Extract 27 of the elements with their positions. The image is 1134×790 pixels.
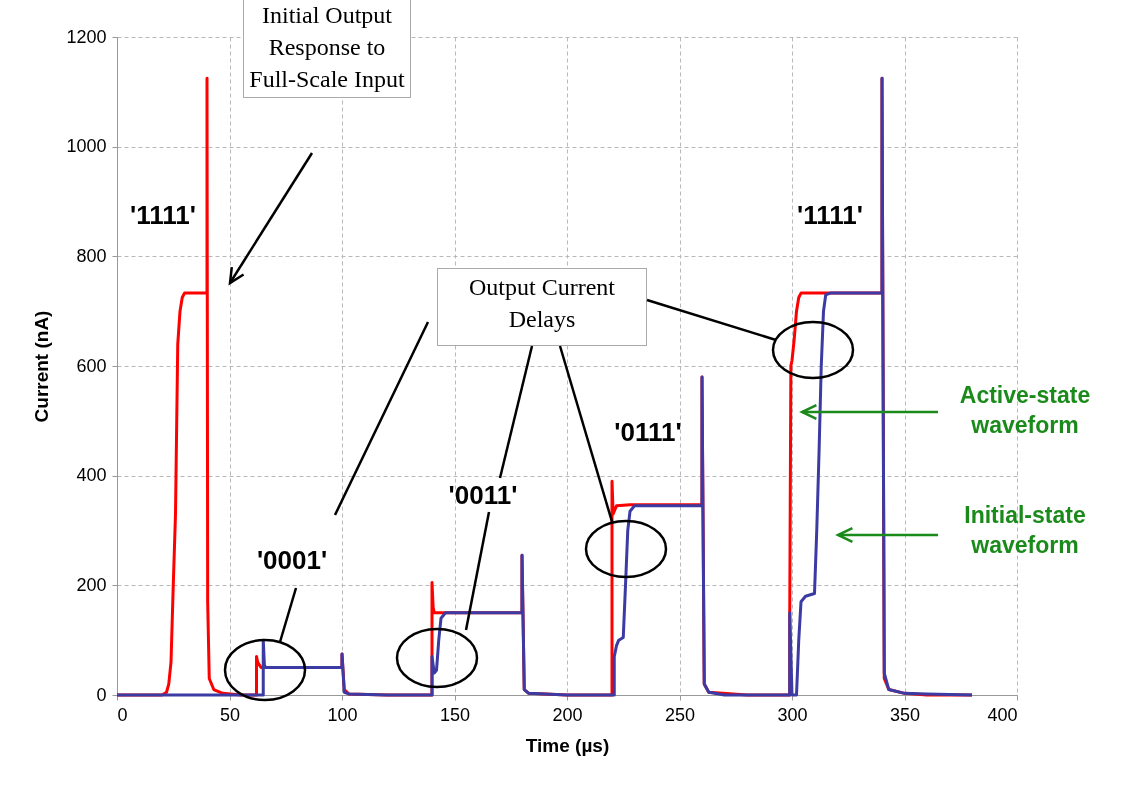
annotation: '0111' bbox=[614, 416, 682, 448]
y-tick-label: 600 bbox=[76, 355, 107, 376]
x-axis-title: Time (µs) bbox=[525, 734, 610, 756]
text: Initial-state waveform bbox=[963, 501, 1087, 560]
x-tick-label: 100 bbox=[327, 704, 358, 725]
x-tick-label: 300 bbox=[777, 704, 808, 725]
x-tick-label: 250 bbox=[664, 704, 696, 725]
y-tick-label: 800 bbox=[76, 245, 107, 266]
x-tick-label: 50 bbox=[219, 704, 241, 725]
y-tick-label: 1200 bbox=[66, 26, 107, 47]
annotation: '0001' bbox=[256, 544, 328, 576]
y-axis-title: Current (nA) bbox=[31, 310, 53, 423]
annotation: '0011' bbox=[448, 479, 518, 511]
x-tick-label: 350 bbox=[889, 704, 921, 725]
y-tick-label: 400 bbox=[76, 465, 107, 486]
annotation: '1111' bbox=[130, 199, 196, 231]
annotation: '1111' bbox=[797, 199, 863, 231]
x-tick-label: 400 bbox=[987, 704, 1018, 725]
x-tick-label: 150 bbox=[439, 704, 471, 725]
y-tick-label: 200 bbox=[76, 574, 107, 595]
annotation: Output Current Delays bbox=[437, 268, 647, 346]
annotation: Initial Output Response to Full-Scale Input bbox=[243, 0, 411, 98]
y-tick-label: 0 bbox=[96, 684, 107, 705]
x-tick-label: 200 bbox=[552, 704, 583, 725]
x-tick-label: 0 bbox=[117, 704, 128, 725]
text: Active-state waveform bbox=[958, 381, 1092, 440]
y-tick-label: 1000 bbox=[66, 136, 107, 157]
